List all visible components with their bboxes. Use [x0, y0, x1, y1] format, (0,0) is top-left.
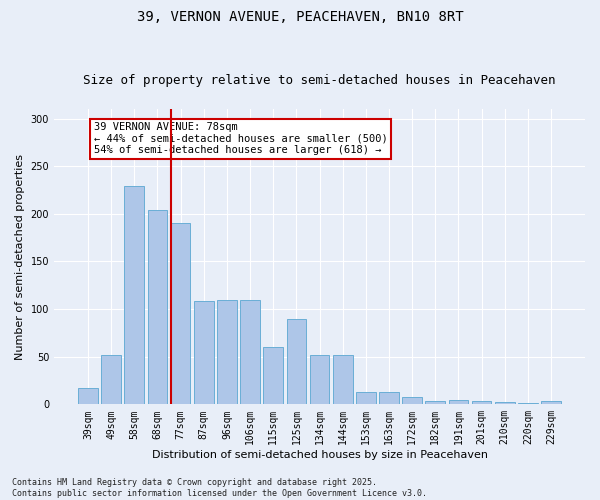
Bar [472, 400, 491, 404]
Bar [101, 355, 121, 405]
Bar [148, 210, 167, 404]
Text: 39 VERNON AVENUE: 78sqm
← 44% of semi-detached houses are smaller (500)
54% of s: 39 VERNON AVENUE: 78sqm ← 44% of semi-de… [94, 122, 388, 156]
Bar [124, 186, 144, 404]
Bar [287, 318, 306, 404]
Bar [171, 224, 190, 404]
Bar [425, 402, 445, 404]
Y-axis label: Number of semi-detached properties: Number of semi-detached properties [15, 154, 25, 360]
Bar [402, 396, 422, 404]
Title: Size of property relative to semi-detached houses in Peacehaven: Size of property relative to semi-detach… [83, 74, 556, 87]
Bar [333, 355, 353, 405]
Bar [541, 402, 561, 404]
Text: 39, VERNON AVENUE, PEACEHAVEN, BN10 8RT: 39, VERNON AVENUE, PEACEHAVEN, BN10 8RT [137, 10, 463, 24]
Bar [495, 402, 515, 404]
Bar [310, 355, 329, 405]
Bar [449, 400, 468, 404]
X-axis label: Distribution of semi-detached houses by size in Peacehaven: Distribution of semi-detached houses by … [152, 450, 488, 460]
Bar [78, 388, 98, 404]
Bar [240, 300, 260, 405]
Bar [217, 300, 237, 405]
Bar [194, 302, 214, 405]
Bar [356, 392, 376, 404]
Text: Contains HM Land Registry data © Crown copyright and database right 2025.
Contai: Contains HM Land Registry data © Crown c… [12, 478, 427, 498]
Bar [263, 347, 283, 405]
Bar [379, 392, 399, 404]
